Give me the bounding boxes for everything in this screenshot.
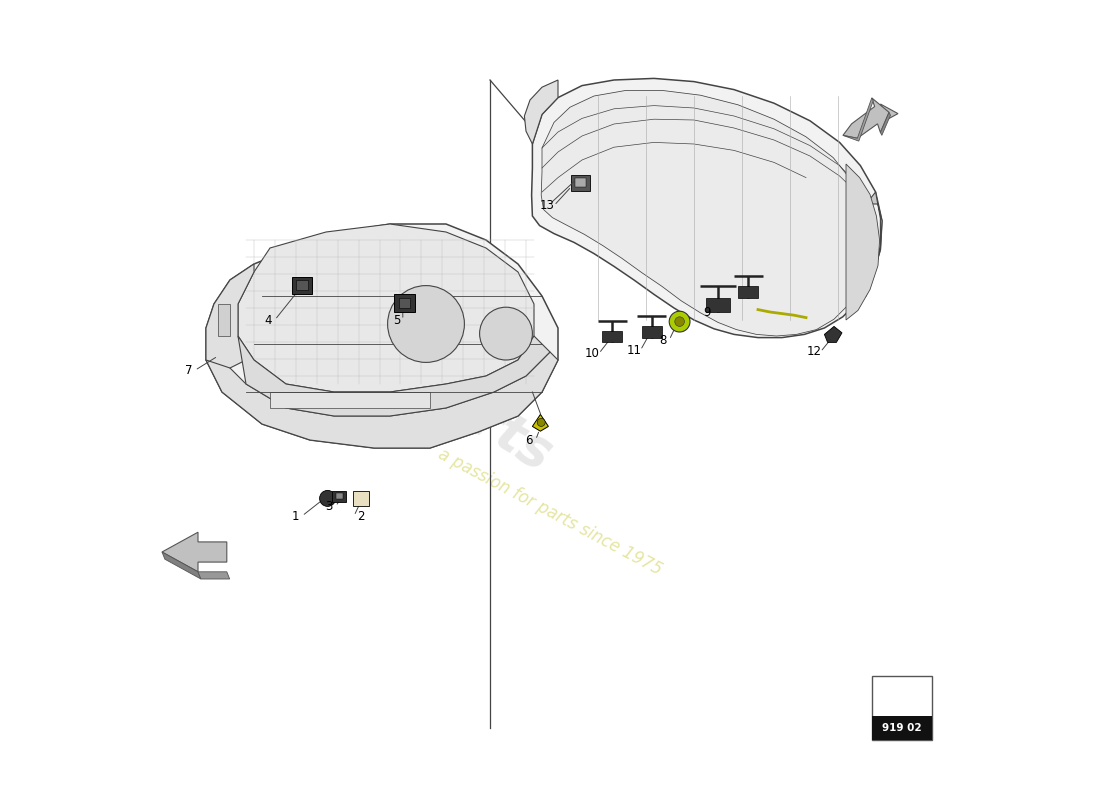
Circle shape	[669, 311, 690, 332]
Text: 8: 8	[659, 334, 667, 346]
Polygon shape	[238, 224, 534, 392]
Polygon shape	[525, 80, 558, 144]
Circle shape	[674, 317, 684, 326]
Text: europaparts: europaparts	[219, 254, 561, 482]
Polygon shape	[843, 98, 889, 138]
Bar	[575, 178, 586, 187]
Bar	[394, 294, 415, 312]
Polygon shape	[869, 104, 898, 123]
Bar	[296, 280, 308, 290]
Polygon shape	[218, 304, 230, 336]
Polygon shape	[531, 78, 882, 338]
Polygon shape	[846, 164, 880, 320]
Text: 2: 2	[356, 510, 364, 522]
Bar	[399, 298, 410, 308]
Circle shape	[320, 490, 336, 506]
Polygon shape	[162, 552, 201, 579]
Circle shape	[387, 286, 464, 362]
Polygon shape	[270, 392, 430, 408]
Polygon shape	[532, 414, 549, 431]
Polygon shape	[162, 532, 227, 572]
Polygon shape	[238, 336, 550, 416]
Polygon shape	[541, 90, 869, 336]
Text: 9: 9	[703, 306, 711, 318]
Bar	[337, 493, 343, 499]
Text: 7: 7	[185, 364, 192, 377]
Polygon shape	[206, 224, 558, 448]
Text: 3: 3	[326, 500, 333, 513]
Bar	[871, 676, 932, 740]
Text: a passion for parts since 1975: a passion for parts since 1975	[434, 445, 666, 579]
Circle shape	[480, 307, 532, 360]
Bar	[706, 298, 730, 312]
Bar	[641, 326, 662, 338]
Text: 919 02: 919 02	[882, 723, 922, 733]
Bar	[738, 286, 759, 298]
Polygon shape	[843, 98, 873, 141]
Polygon shape	[880, 112, 891, 135]
Text: 5: 5	[393, 314, 400, 326]
Text: 1: 1	[292, 510, 299, 522]
Polygon shape	[198, 572, 230, 579]
Text: 6: 6	[526, 434, 534, 446]
Bar	[292, 277, 312, 294]
Polygon shape	[859, 192, 882, 300]
Bar	[353, 491, 370, 506]
Text: 4: 4	[265, 314, 272, 326]
Bar	[603, 331, 623, 342]
Text: 13: 13	[540, 199, 556, 212]
Text: 10: 10	[585, 347, 600, 360]
Text: 12: 12	[806, 346, 822, 358]
Polygon shape	[206, 352, 558, 448]
Text: 11: 11	[627, 344, 641, 357]
Bar	[871, 716, 932, 740]
Circle shape	[537, 418, 546, 426]
Bar	[331, 491, 346, 502]
Polygon shape	[206, 264, 254, 368]
Bar	[571, 175, 590, 191]
Polygon shape	[824, 326, 842, 342]
